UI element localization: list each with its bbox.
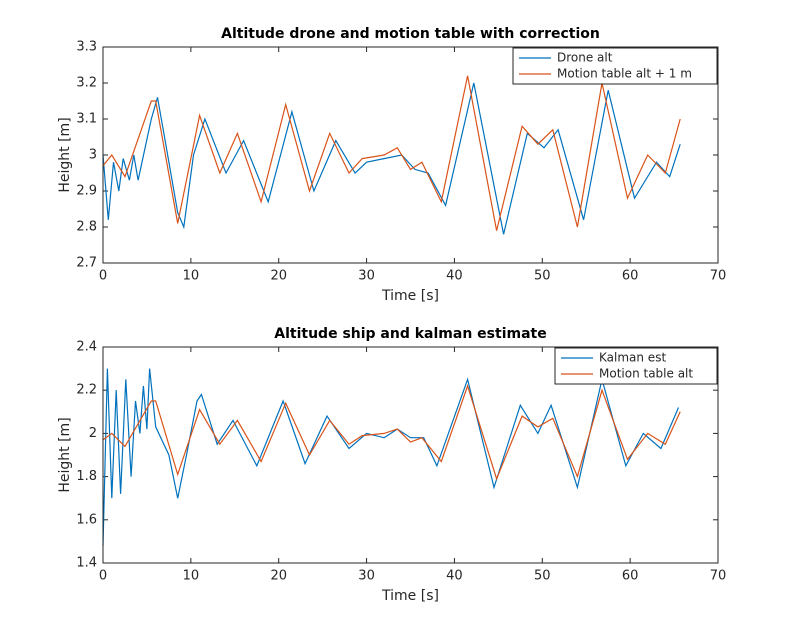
series-line: [102, 75, 681, 231]
x-tick-label: 30: [358, 269, 375, 284]
x-tick-label: 50: [534, 569, 551, 584]
x-tick-label: 10: [183, 269, 200, 284]
y-tick-label: 3.3: [76, 40, 97, 55]
legend-box: [512, 47, 718, 85]
x-tick-label: 70: [710, 269, 727, 284]
y-tick-label: 2.4: [76, 340, 97, 355]
y-tick-label: 1.4: [76, 556, 97, 571]
y-tick-label: 1.8: [76, 469, 97, 484]
y-tick-label: 2.2: [76, 383, 97, 398]
x-axis-label: Time [s]: [381, 588, 439, 604]
y-tick-label: 2: [89, 426, 97, 441]
legend-label: Motion table alt: [599, 367, 693, 381]
series-line: [102, 368, 680, 546]
y-tick-label: 2.7: [76, 256, 97, 271]
y-tick-label: 3: [89, 148, 97, 163]
y-tick-label: 3.2: [76, 76, 97, 91]
x-tick-label: 20: [270, 569, 287, 584]
x-tick-label: 10: [183, 569, 200, 584]
series-line: [102, 383, 681, 481]
y-axis-label: Height [m]: [57, 117, 73, 192]
x-tick-label: 70: [710, 569, 727, 584]
x-tick-label: 50: [534, 269, 551, 284]
x-axis-label: Time [s]: [381, 288, 439, 304]
legend-label: Drone alt: [557, 51, 613, 65]
y-tick-label: 3.1: [76, 112, 97, 127]
x-tick-label: 60: [622, 269, 639, 284]
series-line: [102, 82, 681, 235]
y-tick-label: 1.6: [76, 512, 97, 527]
y-axis-label: Height [m]: [57, 417, 73, 492]
chart-title: Altitude ship and kalman estimate: [274, 326, 546, 342]
y-tick-label: 2.9: [76, 184, 97, 199]
x-tick-label: 40: [446, 269, 463, 284]
chart-title: Altitude drone and motion table with cor…: [221, 26, 600, 42]
y-tick-label: 2.8: [76, 220, 97, 235]
x-tick-label: 30: [358, 569, 375, 584]
x-tick-label: 40: [446, 569, 463, 584]
x-tick-label: 60: [622, 569, 639, 584]
axes-box: [102, 346, 719, 564]
x-tick-label: 0: [99, 569, 107, 584]
axes-box: [102, 46, 719, 264]
legend-label: Motion table alt + 1 m: [557, 67, 692, 81]
x-tick-label: 0: [99, 269, 107, 284]
x-tick-label: 20: [270, 269, 287, 284]
legend-box: [554, 347, 718, 385]
legend-label: Kalman est: [599, 351, 666, 365]
